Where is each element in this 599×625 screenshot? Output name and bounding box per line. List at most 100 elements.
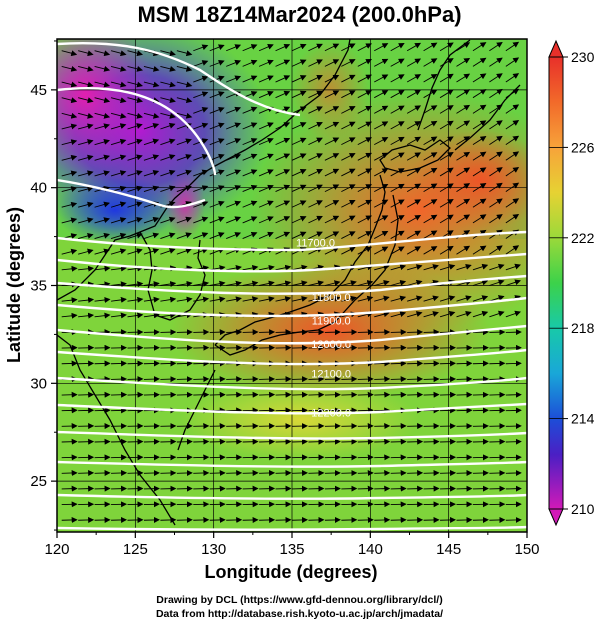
wind-vector [226, 122, 242, 130]
wind-vector [390, 230, 405, 239]
wind-vector [275, 169, 291, 177]
wind-vector [226, 265, 242, 271]
wind-vector [242, 185, 258, 193]
temperature-field [57, 39, 527, 532]
x-tick-label: 125 [123, 541, 148, 558]
wind-vector [489, 73, 503, 83]
wind-vector [176, 112, 193, 119]
wind-vector [193, 296, 210, 303]
height-contour-line [57, 274, 527, 295]
wind-vector [143, 65, 160, 72]
wind-vector [472, 295, 489, 302]
wind-vector [258, 216, 274, 224]
wind-vector [209, 232, 225, 239]
wind-vector [489, 88, 503, 99]
wind-vector [127, 97, 144, 104]
wind-vector [193, 216, 209, 224]
wind-vector [456, 214, 471, 224]
height-contour-line [57, 324, 527, 345]
wind-vector [94, 265, 111, 272]
wind-vector [390, 42, 405, 52]
wind-vector [258, 44, 274, 52]
wind-vector [423, 199, 438, 208]
wind-vector [291, 137, 307, 146]
wind-vector [357, 105, 372, 114]
wind-vector [143, 248, 160, 255]
colorbar-tick-label: 214 [571, 411, 595, 427]
wind-vector [456, 263, 472, 271]
wind-vector [390, 168, 405, 177]
wind-vector [456, 295, 472, 302]
wind-vector [341, 74, 356, 83]
wind-vector [341, 168, 356, 177]
wind-vector [61, 312, 78, 319]
wind-vector [505, 73, 520, 83]
wind-vector [275, 122, 291, 130]
colorbar-bar [548, 56, 564, 510]
wind-vector [275, 184, 291, 193]
wind-vector [291, 153, 307, 161]
wind-vector [61, 217, 78, 224]
wind-vector [341, 90, 356, 99]
wind-vector [176, 169, 192, 177]
wind-vector [258, 231, 274, 239]
wind-vector [160, 169, 176, 177]
wind-vector [275, 264, 292, 271]
wind-vector [291, 75, 307, 83]
wind-vector [341, 295, 357, 302]
wind-vector [456, 73, 471, 83]
wind-vector [374, 184, 389, 192]
wind-vector [341, 231, 356, 239]
wind-vector [242, 138, 258, 146]
wind-vector [209, 216, 225, 224]
wind-vector [439, 198, 454, 208]
wind-vector [489, 104, 503, 114]
wind-vector [456, 310, 472, 318]
wind-vector [226, 232, 242, 239]
wind-vector [406, 42, 422, 52]
wind-vector [406, 214, 422, 224]
wind-vector [209, 169, 225, 177]
wind-vector [357, 90, 372, 99]
wind-vector [160, 65, 176, 72]
height-contour-line [57, 430, 527, 440]
wind-vector [324, 121, 340, 130]
wind-vector [209, 122, 225, 130]
wind-vector [110, 97, 127, 104]
wind-vector [209, 200, 225, 208]
wind-vector [406, 89, 422, 99]
wind-vector [127, 112, 144, 119]
wind-vector [143, 216, 160, 224]
wind-vector [390, 89, 405, 99]
wind-vector [324, 43, 340, 52]
wind-vector [291, 231, 307, 239]
height-contour-line [57, 348, 527, 366]
wind-vector [374, 121, 389, 130]
wind-vector [439, 214, 454, 224]
contour-label: 12000.0 [311, 339, 351, 351]
wind-vector [110, 265, 127, 272]
wind-vector [193, 91, 209, 99]
wind-vector [259, 264, 275, 271]
wind-vector [242, 44, 258, 52]
wind-vector [439, 245, 454, 255]
wind-vector [324, 153, 340, 161]
wind-vector [505, 182, 520, 192]
wind-vector [61, 123, 78, 130]
y-tick-label: 45 [30, 82, 47, 99]
wind-vector [406, 74, 422, 83]
wind-vector [127, 185, 143, 193]
wind-vector [226, 296, 242, 303]
wind-vector [390, 215, 405, 224]
wind-vector [390, 105, 405, 114]
height-contour-labels: 11700.0 11800.0 11900.0 12000.0 12100.0 12200… [296, 237, 351, 419]
wind-vector [324, 215, 340, 224]
wind-vector [78, 123, 94, 130]
wind-vector [505, 198, 520, 208]
wind-vector [143, 185, 160, 193]
wind-vector [505, 104, 520, 114]
wind-vector [308, 121, 323, 130]
wind-vector [439, 136, 454, 146]
wind-vector [341, 106, 356, 114]
wind-vector [176, 248, 192, 255]
